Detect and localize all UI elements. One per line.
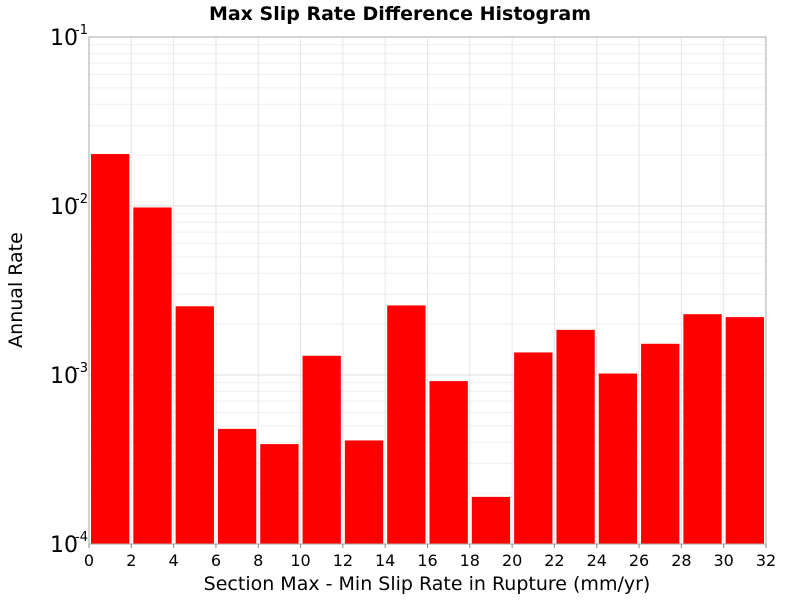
x-tick-label: 16	[417, 551, 437, 570]
histogram-bar	[217, 428, 257, 544]
histogram-bar	[556, 329, 595, 544]
y-tick-exponent: -3	[75, 361, 88, 376]
histogram-bar	[260, 444, 299, 544]
x-tick-label: 22	[544, 551, 564, 570]
y-tick-base: 10	[50, 364, 78, 389]
x-tick-label: 32	[756, 551, 776, 570]
y-tick-base: 10	[50, 26, 78, 51]
x-tick-label: 2	[126, 551, 136, 570]
histogram-bar	[725, 317, 764, 544]
x-tick-label: 24	[587, 551, 607, 570]
histogram-bar	[133, 207, 172, 544]
histogram-bar	[514, 352, 553, 544]
y-tick-exponent: -1	[75, 23, 88, 38]
x-tick-label: 28	[671, 551, 691, 570]
histogram-bar	[598, 373, 638, 544]
x-tick-label: 8	[253, 551, 263, 570]
bar-series	[91, 154, 764, 544]
histogram-bar	[175, 306, 214, 544]
x-tick-label: 30	[714, 551, 734, 570]
y-tick-label: 10-2	[50, 192, 88, 220]
histogram-bar	[387, 305, 426, 544]
y-tick-label: 10-3	[50, 361, 88, 389]
chart-title: Max Slip Rate Difference Histogram	[209, 3, 591, 25]
histogram-bar	[344, 440, 384, 544]
histogram-bar	[302, 355, 341, 544]
y-tick-base: 10	[50, 533, 78, 558]
x-tick-label: 6	[211, 551, 221, 570]
x-tick-label: 14	[375, 551, 395, 570]
histogram-bar	[429, 381, 468, 544]
x-tick-label: 18	[460, 551, 480, 570]
y-tick-label: 10-4	[50, 530, 88, 558]
y-tick-exponent: -2	[75, 192, 88, 207]
x-axis-label: Section Max - Min Slip Rate in Rupture (…	[204, 573, 651, 595]
x-tick-label: 0	[84, 551, 94, 570]
y-axis-label: Annual Rate	[5, 232, 27, 348]
histogram-bar	[91, 154, 130, 544]
y-tick-base: 10	[50, 195, 78, 220]
x-tick-label: 10	[290, 551, 310, 570]
x-tick-label: 4	[169, 551, 179, 570]
x-tick-label: 26	[629, 551, 649, 570]
histogram-bar	[683, 314, 722, 544]
y-tick-exponent: -4	[75, 530, 88, 545]
histogram-bar	[471, 496, 511, 544]
x-axis-ticks: 0 2 4 6 8 10 12 14 16 18 20 22 24 26 28 30 32	[84, 544, 776, 570]
x-tick-label: 20	[502, 551, 522, 570]
y-tick-label: 10-1	[50, 23, 88, 51]
histogram-bar	[641, 343, 680, 544]
y-axis-ticks: 10-110-210-310-4	[50, 23, 88, 558]
x-tick-label: 12	[333, 551, 353, 570]
